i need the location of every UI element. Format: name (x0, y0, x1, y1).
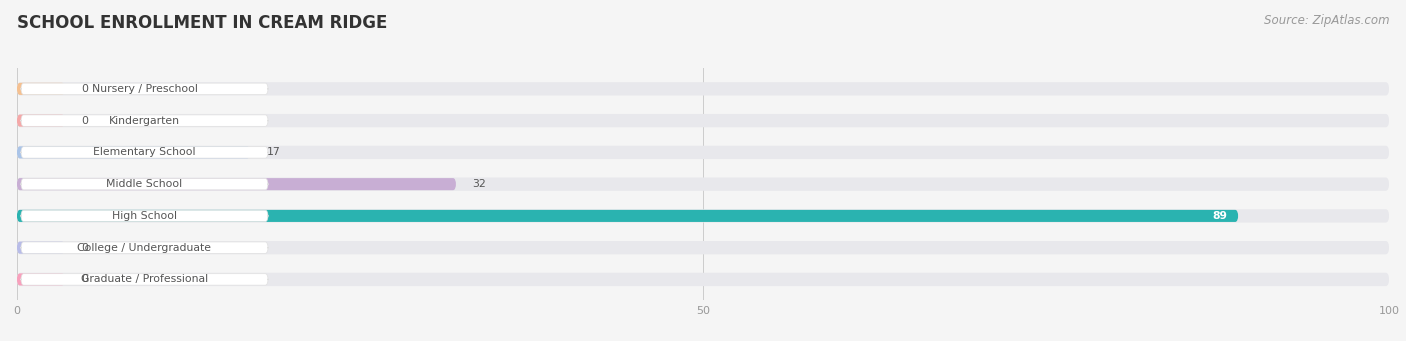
FancyBboxPatch shape (17, 114, 1389, 127)
Text: Nursery / Preschool: Nursery / Preschool (91, 84, 197, 94)
Text: 0: 0 (82, 116, 89, 125)
Text: 17: 17 (267, 147, 280, 158)
FancyBboxPatch shape (17, 146, 250, 159)
FancyBboxPatch shape (17, 241, 1389, 254)
FancyBboxPatch shape (21, 115, 269, 126)
Text: Graduate / Professional: Graduate / Professional (82, 275, 208, 284)
FancyBboxPatch shape (21, 274, 269, 285)
Text: Middle School: Middle School (107, 179, 183, 189)
Text: 0: 0 (82, 84, 89, 94)
Text: 0: 0 (82, 243, 89, 253)
FancyBboxPatch shape (21, 210, 269, 222)
Text: SCHOOL ENROLLMENT IN CREAM RIDGE: SCHOOL ENROLLMENT IN CREAM RIDGE (17, 14, 387, 32)
Text: 32: 32 (472, 179, 486, 189)
FancyBboxPatch shape (21, 178, 269, 190)
FancyBboxPatch shape (21, 147, 269, 158)
FancyBboxPatch shape (17, 210, 1239, 222)
FancyBboxPatch shape (17, 82, 1389, 95)
Text: Elementary School: Elementary School (93, 147, 195, 158)
Text: Kindergarten: Kindergarten (110, 116, 180, 125)
FancyBboxPatch shape (17, 242, 65, 254)
Text: Source: ZipAtlas.com: Source: ZipAtlas.com (1264, 14, 1389, 27)
FancyBboxPatch shape (17, 83, 65, 95)
Text: College / Undergraduate: College / Undergraduate (77, 243, 211, 253)
FancyBboxPatch shape (21, 83, 269, 94)
Text: 89: 89 (1212, 211, 1227, 221)
FancyBboxPatch shape (17, 209, 1389, 223)
FancyBboxPatch shape (17, 146, 1389, 159)
FancyBboxPatch shape (17, 273, 65, 285)
FancyBboxPatch shape (21, 242, 269, 253)
Text: 0: 0 (82, 275, 89, 284)
FancyBboxPatch shape (17, 177, 1389, 191)
FancyBboxPatch shape (17, 115, 65, 127)
FancyBboxPatch shape (17, 178, 456, 190)
Text: High School: High School (112, 211, 177, 221)
FancyBboxPatch shape (17, 273, 1389, 286)
